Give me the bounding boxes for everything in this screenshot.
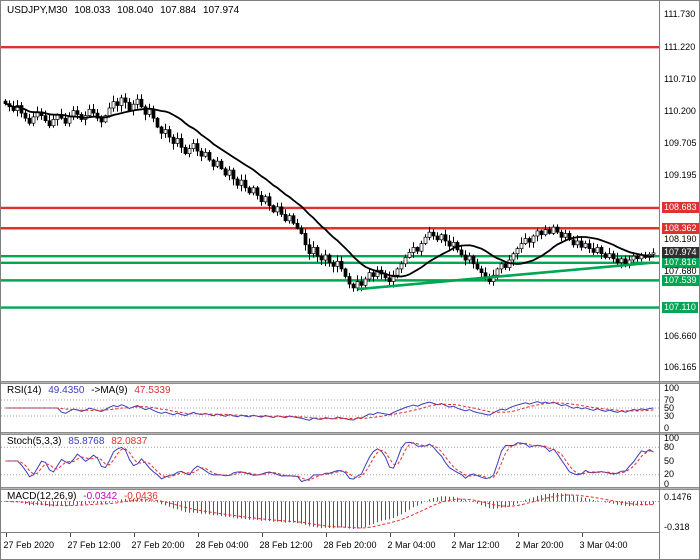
time-axis-tick xyxy=(261,533,263,537)
current-price-label: 107.974 xyxy=(662,247,699,259)
rsi-axis-label: 30 xyxy=(664,410,675,421)
time-axis-label: 27 Feb 20:00 xyxy=(131,540,185,550)
rsi-panel[interactable] xyxy=(1,384,659,432)
macd-axis-label: 0.1476 xyxy=(664,491,692,502)
stoch-axis-label: 20 xyxy=(664,469,675,480)
ohlc-low: 107.884 xyxy=(160,5,197,16)
time-axis-tick xyxy=(325,533,327,537)
stoch-signal-value: 82.0837 xyxy=(111,436,148,447)
stoch-axis-label: 50 xyxy=(664,455,675,466)
rsi-label: RSI(14) xyxy=(7,385,42,396)
time-axis-tick xyxy=(581,533,583,537)
macd-axis-label: -0.318 xyxy=(664,521,690,532)
stochastic-header: Stoch(5,3,3) 85.8768 82.0837 xyxy=(7,436,151,447)
time-axis-tick xyxy=(389,533,391,537)
symbol-period-label: USDJPY,M30 xyxy=(7,5,68,16)
macd-header: MACD(12,26,9) -0.0342 -0.0436 xyxy=(7,491,162,502)
time-axis-tick xyxy=(133,533,135,537)
price-axis-label: 106.165 xyxy=(664,361,697,372)
price-axis-label: 110.710 xyxy=(664,74,696,84)
rsi-header: RSI(14) 49.4350 ->MA(9) 47.5339 xyxy=(7,385,175,396)
stoch-axis-label: 80 xyxy=(664,441,675,452)
ohlc-open: 108.033 xyxy=(74,5,111,16)
stoch-value: 85.8768 xyxy=(68,436,105,447)
panel-divider[interactable] xyxy=(1,487,699,490)
time-axis-label: 2 Mar 20:00 xyxy=(515,540,564,550)
time-axis-tick xyxy=(5,533,7,537)
price-axis-label: 109.195 xyxy=(664,170,697,180)
time-axis-tick xyxy=(197,533,199,537)
rsi-axis-label: 50 xyxy=(664,402,675,413)
panel-divider[interactable] xyxy=(1,381,699,384)
stoch-label: Stoch(5,3,3) xyxy=(7,436,62,447)
time-axis-label: 28 Feb 04:00 xyxy=(195,540,249,550)
price-axis-label: 109.705 xyxy=(664,137,697,148)
price-axis-label: 108.362 xyxy=(662,222,699,234)
ohlc-ticker: USDJPY,M30 108.033 108.040 107.884 107.9… xyxy=(7,5,243,16)
price-axis-label: 108.190 xyxy=(664,233,697,244)
time-axis-tick xyxy=(69,533,71,537)
ohlc-close: 107.974 xyxy=(203,5,240,16)
rsi-axis-label: 70 xyxy=(664,394,675,405)
price-axis-label: 110.200 xyxy=(664,106,696,117)
main-price-chart[interactable] xyxy=(1,1,659,381)
time-axis-tick xyxy=(517,533,519,537)
price-axis-label: 107.680 xyxy=(664,265,697,276)
time-axis-label: 27 Feb 12:00 xyxy=(67,540,121,550)
price-axis-label: 111.220 xyxy=(664,41,696,52)
panel-divider[interactable] xyxy=(1,432,699,435)
time-axis-label: 28 Feb 20:00 xyxy=(323,540,377,550)
macd-signal-value: -0.0436 xyxy=(123,491,158,502)
stochastic-panel[interactable] xyxy=(1,435,659,487)
price-axis-label: 111.730 xyxy=(664,9,696,20)
price-axis-label: 107.110 xyxy=(662,302,698,313)
rsi-axis-label: 0 xyxy=(664,422,670,433)
time-axis-label: 3 Mar 04:00 xyxy=(579,540,628,550)
time-axis[interactable]: 27 Feb 2020 27 Feb 12:00 27 Feb 20:00 28 Fe… xyxy=(1,532,659,559)
price-axis-label: 108.683 xyxy=(662,202,699,214)
rsi-ma-label: ->MA(9) xyxy=(91,385,128,396)
price-axis-label: 107.539 xyxy=(662,274,699,286)
macd-panel[interactable] xyxy=(1,490,659,532)
ohlc-high: 108.040 xyxy=(117,5,154,16)
time-axis-label: 2 Mar 12:00 xyxy=(451,540,500,550)
rsi-value: 49.4350 xyxy=(48,385,85,396)
price-axis-label: 106.660 xyxy=(664,330,697,341)
time-axis-tick xyxy=(453,533,455,537)
price-axis[interactable]: 111.730 111.220 110.710 110.200 109.705 109.1… xyxy=(659,1,699,559)
time-axis-label: 28 Feb 12:00 xyxy=(259,540,313,550)
price-axis-label: 107.816 xyxy=(662,257,699,269)
rsi-axis-label: 100 xyxy=(664,382,680,393)
rsi-ma-value: 47.5339 xyxy=(134,385,171,396)
time-axis-label: 2 Mar 04:00 xyxy=(387,540,436,550)
stoch-axis-label: 0 xyxy=(664,478,670,489)
macd-label: MACD(12,26,9) xyxy=(7,491,77,502)
time-axis-label: 27 Feb 2020 xyxy=(3,540,55,550)
stoch-axis-label: 100 xyxy=(664,432,680,443)
macd-value: -0.0342 xyxy=(83,491,118,502)
